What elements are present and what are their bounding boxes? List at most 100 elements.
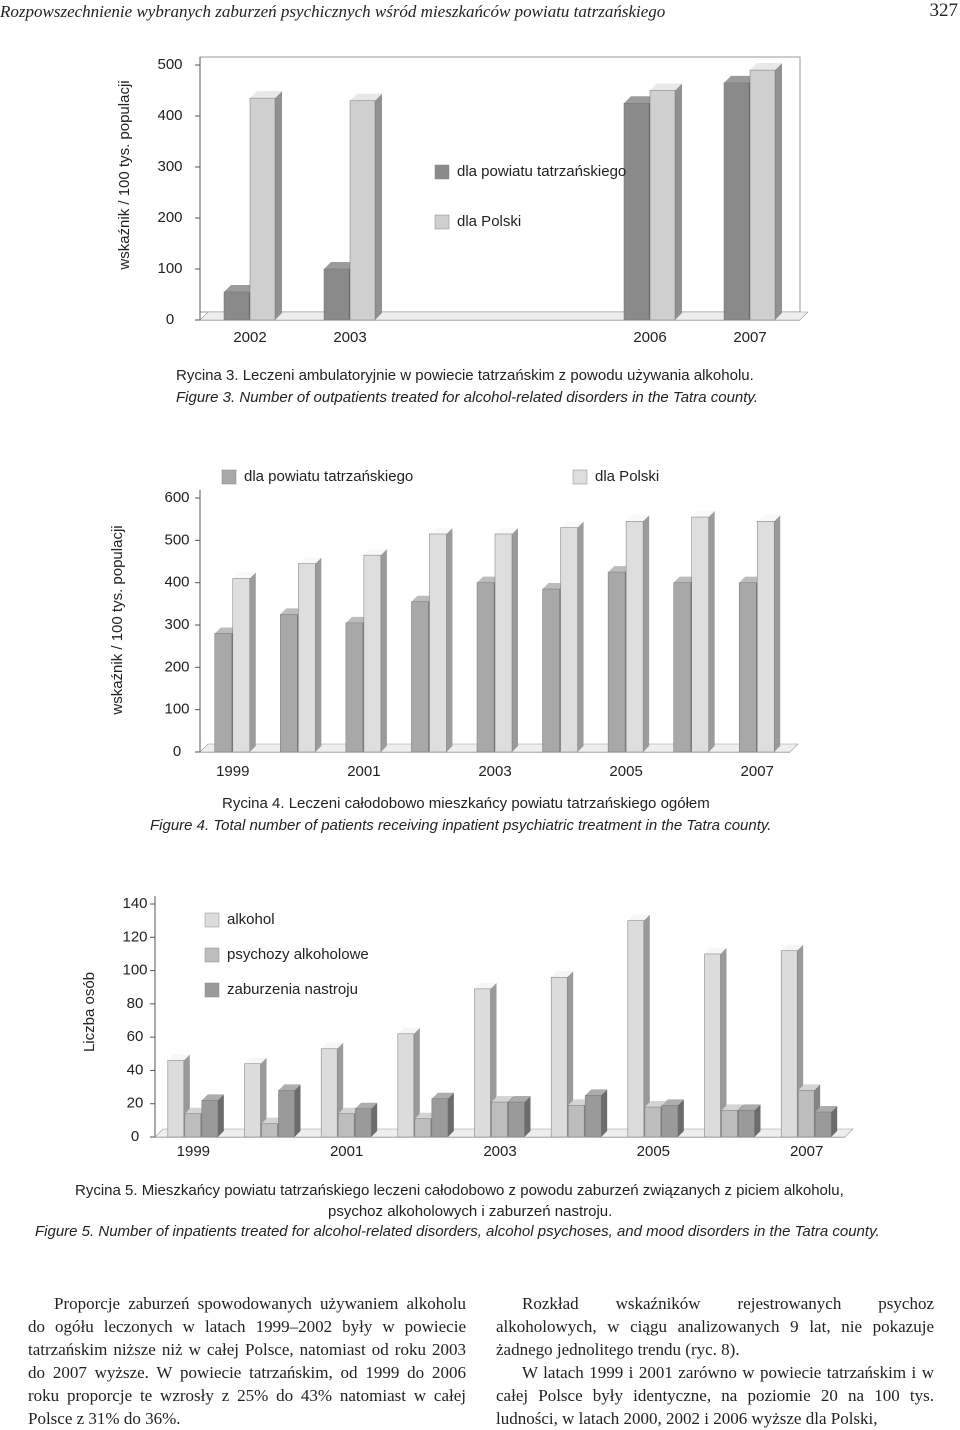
y-tick-label: 500 xyxy=(164,531,189,548)
legend-swatch xyxy=(221,469,237,485)
y-tick-label: 0 xyxy=(173,743,181,760)
bar xyxy=(738,1110,755,1138)
bar-side xyxy=(380,549,387,752)
x-tick-label: 2001 xyxy=(347,763,380,780)
bar xyxy=(661,1105,679,1138)
paragraph: Rozkład wskaźników rejestrowanych psycho… xyxy=(496,1294,934,1359)
bar-top xyxy=(585,1089,608,1096)
bar xyxy=(337,1113,355,1138)
y-tick-label: 500 xyxy=(157,56,182,73)
bar xyxy=(780,950,798,1138)
floor xyxy=(199,311,809,321)
bar-top xyxy=(624,96,656,104)
bar-top xyxy=(431,1092,454,1099)
bar-side xyxy=(446,527,453,752)
legend-swatch xyxy=(434,214,450,230)
bar-side xyxy=(774,515,781,752)
bar-side xyxy=(567,971,574,1137)
bar xyxy=(673,582,691,753)
bar-top xyxy=(184,1107,207,1114)
bar-top xyxy=(477,576,500,583)
bar xyxy=(223,291,250,321)
bar-top xyxy=(345,616,369,623)
bar-top xyxy=(691,511,715,518)
x-tick-label: 2006 xyxy=(633,329,666,346)
legend-label: dla Polski xyxy=(595,468,659,485)
bar-top xyxy=(724,75,756,83)
bar xyxy=(167,1060,185,1138)
bar-top xyxy=(798,1084,821,1091)
bar-side xyxy=(831,1106,838,1137)
x-tick-label: 2003 xyxy=(478,763,511,780)
x-tick-label: 1999 xyxy=(177,1143,210,1160)
bar xyxy=(567,1105,585,1138)
legend-swatch xyxy=(204,912,220,928)
bar xyxy=(431,1098,449,1138)
bar-top xyxy=(704,947,727,954)
bar xyxy=(623,103,650,321)
y-tick-label: 200 xyxy=(164,658,189,675)
bar-top xyxy=(542,583,566,590)
bar-top xyxy=(214,627,238,634)
bar-top xyxy=(474,982,497,989)
bar-side xyxy=(294,1084,301,1137)
bar-top xyxy=(363,549,387,556)
legend-label: psychozy alkoholowe xyxy=(227,946,369,963)
text-column-right: Rozkład wskaźników rejestrowanych psycho… xyxy=(496,1292,934,1430)
paragraph: Proporcje zaburzeń spowodowanych używani… xyxy=(28,1294,466,1428)
bar-top xyxy=(757,515,781,522)
bar-top xyxy=(429,527,453,534)
bar-top xyxy=(508,1096,531,1103)
bar xyxy=(491,1101,508,1138)
bar xyxy=(214,633,233,753)
bar xyxy=(627,920,645,1138)
x-tick-label: 2007 xyxy=(741,763,774,780)
back-wall xyxy=(199,56,801,313)
x-tick-label: 2003 xyxy=(333,329,366,346)
y-tick-label: 300 xyxy=(164,616,189,633)
bar-side xyxy=(577,521,584,752)
bar xyxy=(494,533,513,753)
y-tick-label: 600 xyxy=(164,489,189,506)
bar-top xyxy=(397,1027,420,1034)
legend-label: alkohol xyxy=(227,911,275,928)
bar-top xyxy=(224,284,256,292)
bar xyxy=(354,1108,372,1138)
bar-top xyxy=(321,1042,344,1049)
bar-top xyxy=(167,1054,190,1061)
bar-top xyxy=(250,91,282,99)
y-tick-label: 140 xyxy=(122,895,147,912)
bar-side xyxy=(677,1099,684,1137)
caption: psychoz alkoholowych i zaburzeń nastroju… xyxy=(328,1203,612,1220)
x-tick-label: 1999 xyxy=(216,763,249,780)
bar-side xyxy=(260,1057,267,1137)
y-axis-title: wskaźnik / 100 tys. populacji xyxy=(116,80,133,270)
legend-swatch xyxy=(572,469,588,485)
bar xyxy=(723,82,750,321)
bar xyxy=(414,1118,432,1138)
caption-en: Figure 4. Total number of patients recei… xyxy=(150,817,771,834)
bar xyxy=(814,1111,832,1138)
bar-side xyxy=(490,982,497,1137)
y-tick-label: 60 xyxy=(127,1028,144,1045)
x-tick-label: 2007 xyxy=(790,1143,823,1160)
bar-top xyxy=(338,1107,361,1114)
bar xyxy=(363,554,382,753)
bar xyxy=(691,516,709,753)
bar-top xyxy=(644,1101,667,1108)
bar xyxy=(298,563,316,753)
bar xyxy=(508,1101,525,1138)
bar xyxy=(607,571,626,753)
bar-top xyxy=(608,566,632,573)
bar-top xyxy=(626,515,650,522)
bar xyxy=(560,527,578,753)
y-tick-label: 400 xyxy=(157,107,182,124)
bar xyxy=(625,521,644,753)
bar xyxy=(201,1100,219,1138)
bar xyxy=(644,1106,662,1138)
caption: Rycina 3. Leczeni ambulatoryjnie w powie… xyxy=(176,367,754,384)
bar-top xyxy=(560,521,584,528)
y-tick-label: 40 xyxy=(127,1061,144,1078)
